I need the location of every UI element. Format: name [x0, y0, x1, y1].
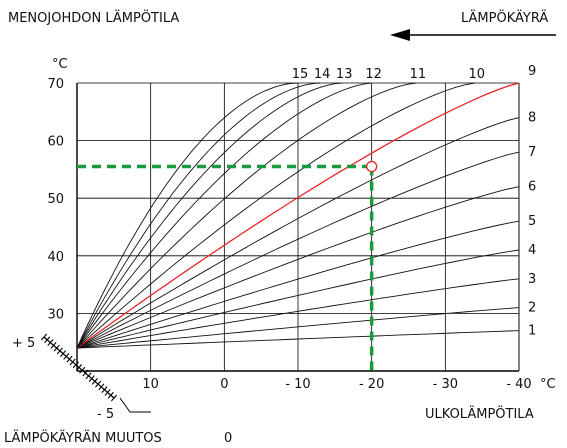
heating-curve-11: [76, 82, 416, 349]
adjustment-scale-tick: [98, 383, 105, 391]
y-unit-label: °C: [52, 57, 68, 72]
heating-curve-10: [76, 82, 475, 349]
adjustment-scale-tick: [107, 391, 114, 399]
y-tick-label: 70: [47, 77, 64, 92]
adjustment-scale-tick: [110, 394, 118, 402]
heating-curves: [76, 82, 520, 349]
adjustment-scale-tick: [63, 353, 70, 360]
curve-number-3: 3: [528, 272, 536, 287]
x-tick-label: - 10: [285, 377, 310, 392]
y-tick-label: 40: [47, 250, 64, 265]
heating-curve-3: [76, 278, 520, 349]
adjustment-scale-tick: [53, 344, 60, 352]
curve-adjustment-scale: [40, 333, 118, 402]
heating-curve-5: [76, 220, 520, 349]
curve-number-13: 13: [336, 67, 353, 82]
x-tick-labels: 10 0 - 10 - 20 - 30 - 40: [142, 377, 531, 392]
flow-temperature-label: MENOJOHDON LÄMPÖTILA: [8, 9, 179, 26]
heating-curve-label: LÄMPÖKÄYRÄ: [461, 9, 548, 26]
adjustment-scale-tick: [91, 377, 98, 385]
adjustment-scale-tick: [95, 380, 102, 388]
adjustment-scale-tick: [85, 372, 92, 380]
adjustment-scale-tick: [69, 358, 76, 366]
outdoor-temperature-label: ULKOLÄMPÖTILA: [425, 405, 534, 422]
chart-grid: [76, 82, 520, 372]
adjustment-scale-tick: [60, 350, 67, 358]
heating-curve-4: [76, 249, 520, 349]
curve-number-12: 12: [365, 67, 382, 82]
adjustment-scale-tick: [75, 364, 83, 371]
heating-curve-1: [76, 330, 520, 349]
adjustment-minus-leader: [119, 397, 131, 413]
x-tick-label: 10: [142, 377, 159, 392]
adjustment-scale-tick: [104, 389, 111, 396]
curve-number-9: 9: [528, 64, 536, 79]
adjustment-scale-tick: [101, 386, 108, 394]
heating-curve-arrow: [390, 29, 556, 41]
heating-curve-13: [76, 82, 343, 349]
curve-number-10: 10: [469, 67, 486, 82]
x-tick-label: - 30: [433, 377, 458, 392]
curve-number-4: 4: [528, 243, 536, 258]
heating-curve-12: [76, 82, 372, 349]
adjustment-zero-label: 0: [224, 431, 232, 446]
x-unit-label: °C: [540, 377, 556, 392]
x-tick-label: - 40: [506, 377, 531, 392]
heating-curve-15: [76, 82, 299, 349]
heating-curve-2: [76, 307, 520, 349]
y-tick-label: 50: [47, 192, 64, 207]
y-tick-labels: 30 40 50 60 70: [47, 77, 64, 322]
adjustment-plus-label: + 5: [12, 336, 35, 351]
reference-point-marker: [366, 160, 378, 173]
heating-curve-6: [76, 186, 520, 349]
heating-curve-9: [76, 82, 520, 349]
curve-number-8: 8: [528, 111, 536, 126]
curve-number-11: 11: [410, 67, 427, 82]
adjustment-scale-tick: [44, 336, 51, 344]
x-tick-label: - 20: [359, 377, 384, 392]
y-tick-label: 60: [47, 135, 64, 150]
adjustment-scale-tick: [72, 361, 79, 369]
adjustment-minus-label: - 5: [97, 407, 114, 422]
reference-lines: [77, 160, 378, 371]
adjustment-scale-tick: [47, 339, 54, 346]
adjustment-scale-tick: [50, 341, 57, 349]
heating-curve-8: [76, 117, 520, 349]
curve-number-6: 6: [528, 180, 536, 195]
y-tick-label: 30: [47, 307, 64, 322]
adjustment-scale-tick: [88, 375, 95, 382]
adjustment-scale-tick: [56, 347, 63, 355]
curve-number-1: 1: [528, 324, 536, 339]
curve-number-5: 5: [528, 214, 536, 229]
adjustment-scale-tick: [79, 366, 86, 374]
adjustment-scale-tick: [66, 355, 73, 363]
curve-number-15: 15: [292, 67, 309, 82]
adjustment-scale-tick: [82, 369, 89, 377]
adjustment-scale-tick: [40, 333, 48, 341]
curve-adjustment-label: LÄMPÖKÄYRÄN MUUTOS: [4, 429, 162, 446]
curve-number-14: 14: [314, 67, 331, 82]
heating-curve-7: [76, 151, 520, 349]
heating-curve-14: [76, 82, 321, 349]
curve-number-7: 7: [528, 145, 536, 160]
x-tick-label: 0: [220, 377, 228, 392]
curve-number-2: 2: [528, 301, 536, 316]
